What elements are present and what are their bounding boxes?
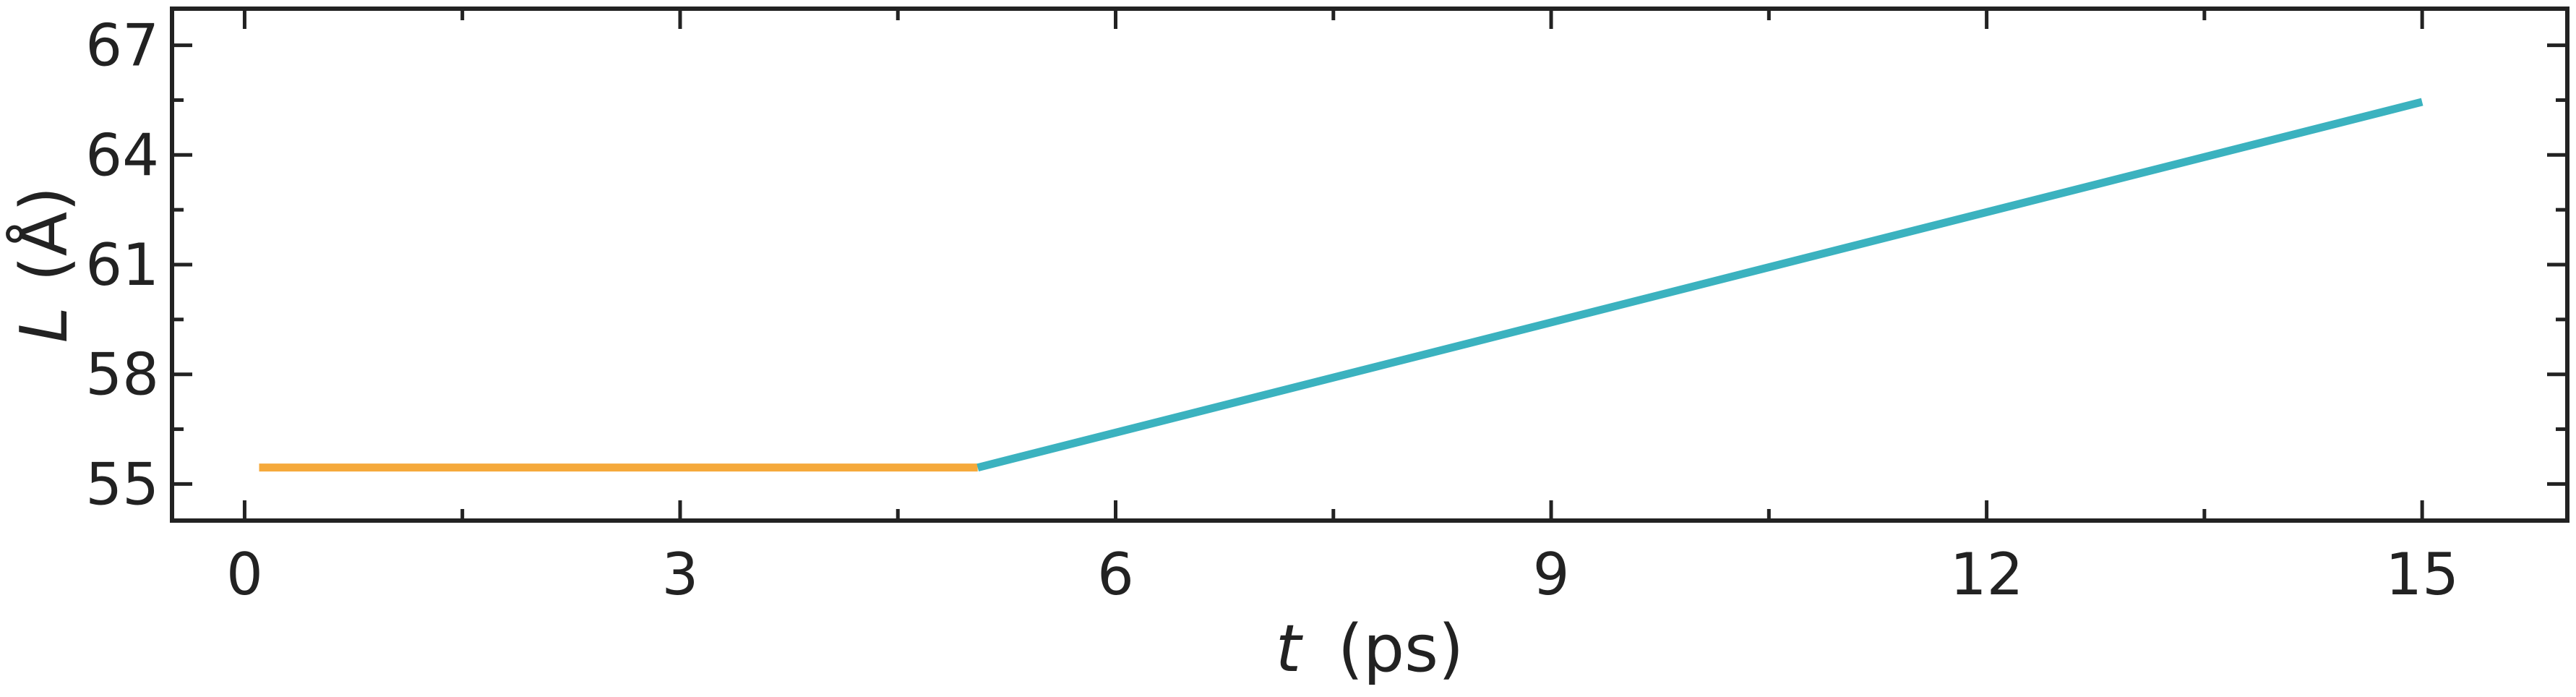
y-axis-label-symbol: L [7,307,82,343]
y-axis-label: L (Å) [5,187,82,343]
y-tick-label: 64 [85,121,159,189]
x-axis-label-symbol: t [1276,611,1304,687]
y-tick-label: 55 [85,450,159,518]
x-axis-label-unit: (ps) [1338,611,1464,687]
tick-labels: 0 3 6 9 12 15 55 58 61 64 67 [85,12,2459,608]
y-tick-label: 61 [85,231,159,299]
ticks-layer [172,9,2567,521]
x-tick-label: 15 [2385,541,2459,608]
y-tick-label: 67 [85,12,159,80]
x-tick-label: 0 [226,541,263,608]
x-tick-label: 12 [1950,541,2024,608]
series-line-1 [976,98,2423,472]
y-axis-label-unit: (Å) [5,187,82,282]
series-layer [259,98,2423,472]
y-tick-label: 58 [85,341,159,409]
x-tick-label: 6 [1097,541,1134,608]
x-tick-label: 3 [662,541,699,608]
x-axis-label: t (ps) [1276,611,1464,687]
plot-frame [170,7,2569,523]
x-tick-label: 9 [1533,541,1570,608]
